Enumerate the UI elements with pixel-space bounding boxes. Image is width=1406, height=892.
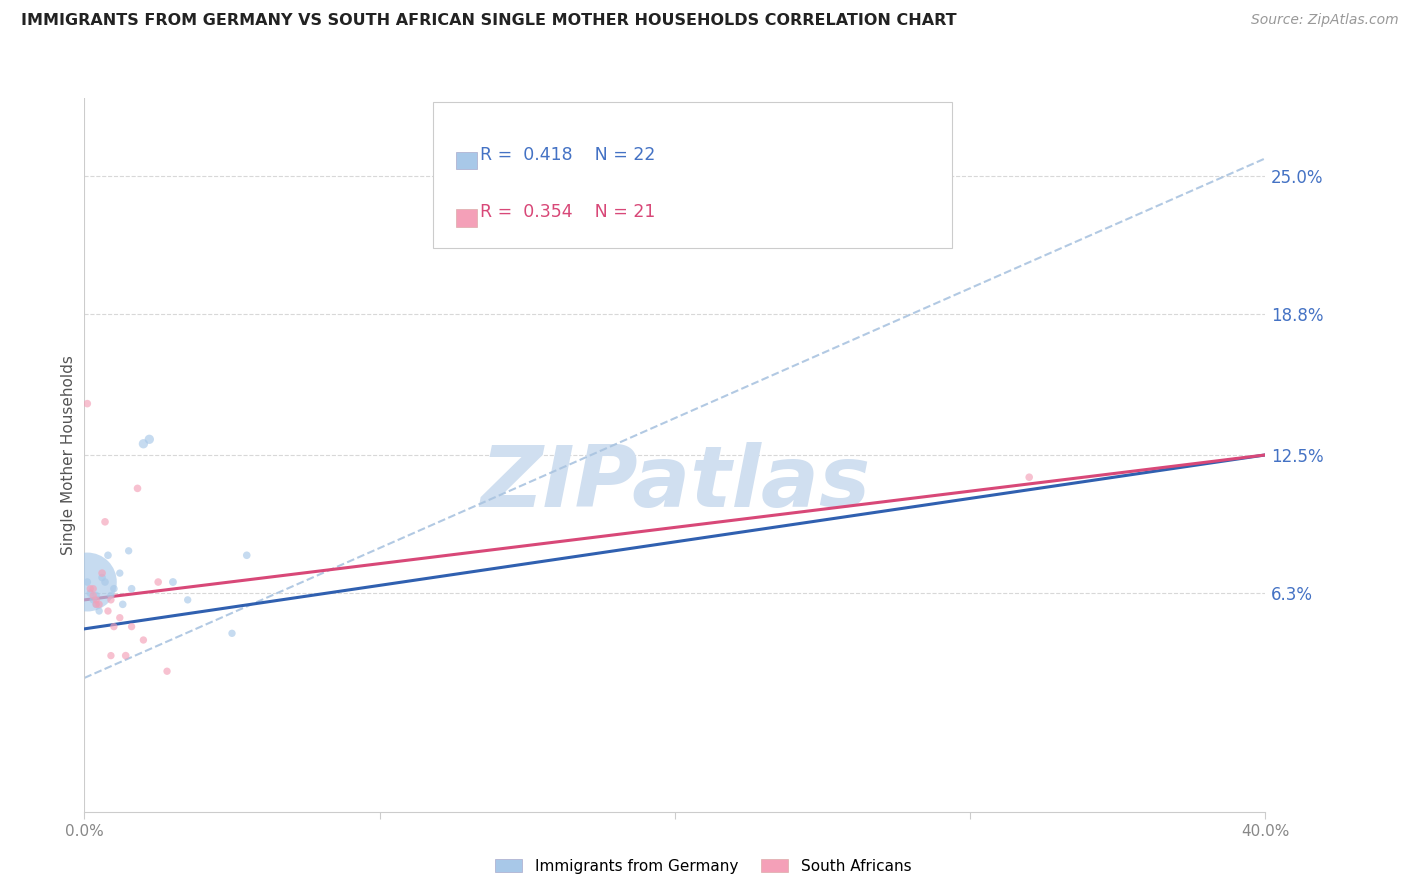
Point bbox=[162, 574, 184, 589]
Point bbox=[76, 396, 98, 410]
Point bbox=[79, 586, 101, 600]
Point bbox=[221, 626, 243, 640]
Point bbox=[121, 582, 143, 596]
Point bbox=[100, 589, 122, 603]
Point bbox=[84, 598, 107, 612]
Point bbox=[84, 589, 107, 603]
Point bbox=[76, 574, 98, 589]
FancyBboxPatch shape bbox=[457, 152, 477, 169]
Point bbox=[111, 598, 134, 612]
Point bbox=[138, 432, 160, 446]
Text: ZIPatlas: ZIPatlas bbox=[479, 442, 870, 525]
FancyBboxPatch shape bbox=[433, 102, 952, 248]
Point bbox=[100, 592, 122, 607]
Point bbox=[103, 619, 125, 633]
Point bbox=[89, 598, 111, 612]
Point bbox=[132, 632, 155, 647]
Point bbox=[103, 582, 125, 596]
Point bbox=[236, 548, 259, 562]
Point bbox=[84, 598, 107, 612]
Point bbox=[118, 543, 141, 558]
Point bbox=[132, 436, 155, 450]
Point bbox=[114, 648, 136, 663]
Point bbox=[127, 481, 149, 495]
Text: R =  0.418    N = 22: R = 0.418 N = 22 bbox=[479, 146, 655, 164]
Y-axis label: Single Mother Households: Single Mother Households bbox=[60, 355, 76, 555]
Point bbox=[97, 604, 120, 618]
Text: R =  0.354    N = 21: R = 0.354 N = 21 bbox=[479, 203, 655, 221]
Point bbox=[1018, 470, 1040, 484]
FancyBboxPatch shape bbox=[457, 209, 477, 227]
Point bbox=[108, 566, 131, 580]
Point bbox=[121, 619, 143, 633]
Point bbox=[89, 604, 111, 618]
Point bbox=[76, 574, 98, 589]
Point bbox=[82, 589, 104, 603]
Point bbox=[84, 592, 107, 607]
Legend: Immigrants from Germany, South Africans: Immigrants from Germany, South Africans bbox=[489, 853, 917, 880]
Point bbox=[94, 574, 117, 589]
Text: IMMIGRANTS FROM GERMANY VS SOUTH AFRICAN SINGLE MOTHER HOUSEHOLDS CORRELATION CH: IMMIGRANTS FROM GERMANY VS SOUTH AFRICAN… bbox=[21, 13, 956, 29]
Point bbox=[156, 664, 179, 678]
Point bbox=[82, 582, 104, 596]
Point bbox=[177, 592, 200, 607]
Point bbox=[91, 566, 114, 580]
Point bbox=[94, 515, 117, 529]
Point bbox=[108, 610, 131, 624]
Point bbox=[79, 582, 101, 596]
Text: Source: ZipAtlas.com: Source: ZipAtlas.com bbox=[1251, 13, 1399, 28]
Point bbox=[100, 648, 122, 663]
Point bbox=[91, 571, 114, 585]
Point bbox=[97, 548, 120, 562]
Point bbox=[82, 592, 104, 607]
Point bbox=[148, 574, 170, 589]
